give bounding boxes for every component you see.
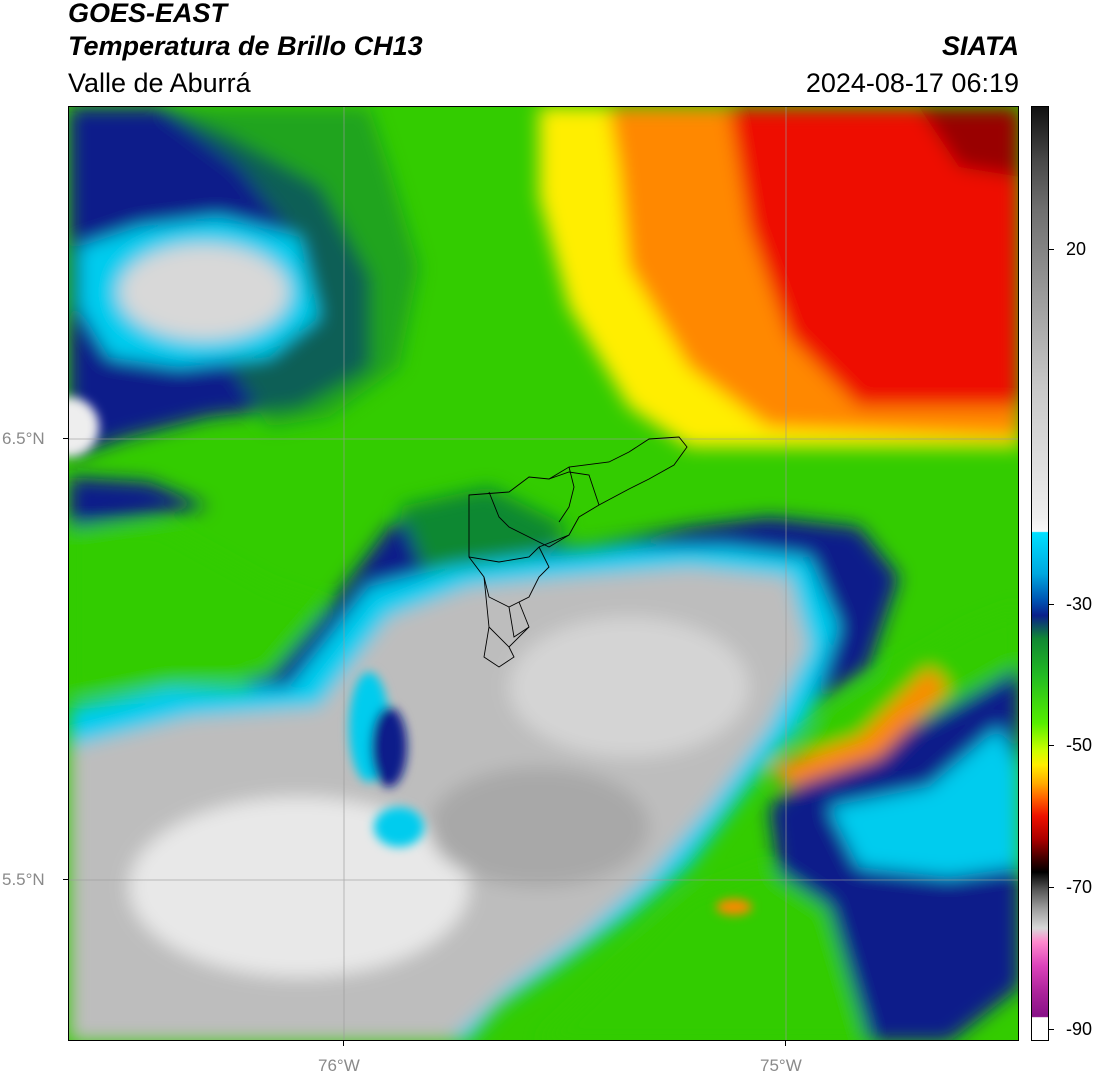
- lat-label-6-5n: 6.5°N: [2, 429, 45, 448]
- boundary-middle: [488, 491, 570, 548]
- colorbar-tick-minus50: [1049, 745, 1054, 746]
- red-zone: [729, 107, 1018, 407]
- orange-blob: [716, 899, 752, 915]
- colorbar-label-minus70: -70: [1066, 877, 1093, 897]
- tick-mark-6-5n: [63, 438, 68, 439]
- se-cyan: [829, 727, 1018, 877]
- product-title: Temperatura de Brillo CH13: [68, 31, 423, 61]
- se-green: [789, 607, 1018, 757]
- colorbar-label-minus30: -30: [1066, 594, 1093, 614]
- colorbar-tick-20: [1049, 249, 1054, 250]
- lon-label-75w: 75°W: [760, 1056, 802, 1075]
- south-green: [541, 867, 869, 1040]
- boundary-south-tail: [483, 626, 515, 668]
- cyan-patch-2: [374, 807, 424, 847]
- tick-mark-75w: [785, 1041, 786, 1046]
- lat-label-5-5n: 5.5°N: [2, 870, 45, 889]
- datetime-label: 2024-08-17 06:19: [805, 68, 1019, 98]
- west-green-region: [69, 527, 329, 697]
- se-orange-streak: [769, 667, 949, 787]
- municipality-boundaries: [468, 436, 688, 668]
- graticule: [69, 107, 1018, 1040]
- boundary-lower-2: [508, 606, 530, 638]
- colorbar-label-20: 20: [1066, 239, 1087, 259]
- west-edge-cloud: [69, 397, 99, 457]
- colorbar-tick-minus90: [1049, 1029, 1054, 1030]
- satellite-title: GOES-EAST: [68, 0, 228, 28]
- agency-label: SIATA: [942, 31, 1019, 61]
- region-label: Valle de Aburrá: [68, 68, 251, 98]
- boundary-north: [468, 436, 688, 563]
- colorbar-label-minus50: -50: [1066, 735, 1093, 755]
- tick-mark-5-5n: [63, 879, 68, 880]
- brightness-temperature-map: [68, 106, 1019, 1041]
- colorbar-tick-minus70: [1049, 887, 1054, 888]
- boundary-east-2: [558, 466, 575, 523]
- colorbar-label-minus90: -90: [1066, 1019, 1093, 1039]
- map-canvas: [69, 107, 1018, 1040]
- lon-label-76w: 76°W: [318, 1056, 360, 1075]
- nw-cloud-core: [119, 244, 289, 340]
- south-cloud-darker: [429, 767, 649, 887]
- south-cloud-bright-2: [509, 617, 749, 757]
- colorbar: [1031, 106, 1049, 1041]
- west-navy-band: [69, 477, 209, 527]
- temperature-field: [69, 107, 1018, 1040]
- navy-patch-1: [371, 707, 407, 787]
- colorbar-tick-minus30: [1049, 604, 1054, 605]
- fine-features: [69, 397, 752, 915]
- tick-mark-76w: [343, 1041, 344, 1046]
- boundary-east-1: [548, 471, 600, 506]
- darkred-zone: [919, 107, 1018, 177]
